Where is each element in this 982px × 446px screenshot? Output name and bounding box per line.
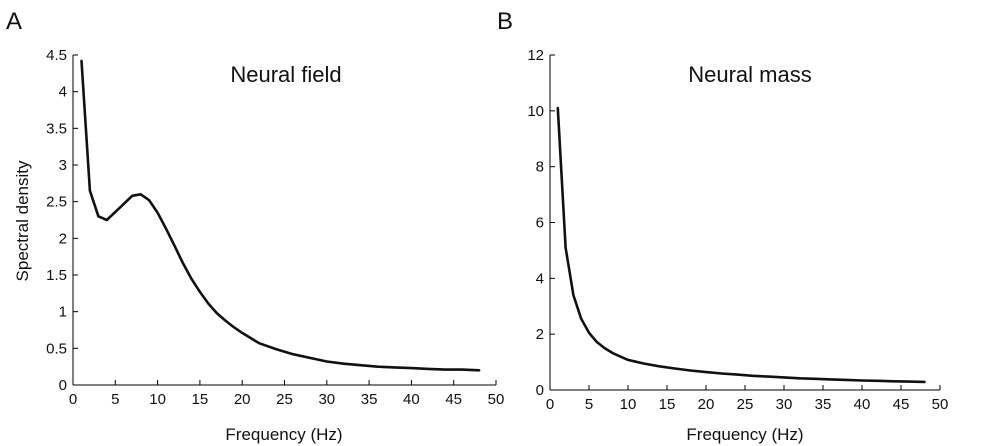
y-tick-label-a: 1 [59,304,67,321]
y-tick-label-a: 3.5 [46,120,67,137]
x-tick-label-a: 5 [111,391,119,408]
y-axis-label-a: Spectral density [13,160,32,281]
y-tick-label-b: 12 [527,47,544,64]
x-tick-label-a: 30 [318,391,335,408]
x-tick-label-b: 45 [893,396,910,413]
x-tick-label-a: 10 [149,391,166,408]
x-tick-label-a: 20 [234,391,251,408]
x-tick-label-a: 40 [403,391,420,408]
series-line-a [80,59,481,372]
y-tick-label-b: 0 [536,382,544,399]
x-axis-label-a: Frequency (Hz) [225,425,342,444]
x-tick-label-a: 25 [276,391,293,408]
y-tick-label-a: 4 [59,84,67,101]
x-tick-label-a: 50 [488,391,505,408]
x-tick-label-b: 20 [698,396,715,413]
y-tick-label-a: 3 [59,157,67,174]
x-tick-label-a: 15 [192,391,209,408]
y-tick-label-b: 2 [536,326,544,343]
x-axis-label-b: Frequency (Hz) [686,425,803,444]
x-tick-label-b: 15 [659,396,676,413]
y-tick-label-a: 1.5 [46,267,67,284]
chart-title-b: Neural mass [688,62,811,87]
series-line-b [556,106,926,384]
x-tick-label-b: 30 [776,396,793,413]
x-tick-label-b: 25 [737,396,754,413]
x-tick-label-b: 35 [815,396,832,413]
panel-letter-a: A [6,8,22,35]
chart-panel-a: A Neural field Frequency (Hz) Spectral d… [6,8,504,444]
panel-letter-b: B [497,8,513,35]
y-tick-label-b: 10 [527,103,544,120]
x-tick-label-b: 40 [854,396,871,413]
x-tick-label-a: 35 [361,391,378,408]
chart-panel-b: B Neural mass Frequency (Hz) 0 5 10 15 20 25 3… [497,8,948,444]
chart-title-a: Neural field [230,62,341,87]
y-tick-label-a: 2 [59,230,67,247]
x-tick-label-b: 50 [932,396,949,413]
y-tick-label-b: 6 [536,215,544,232]
x-tick-label-b: 5 [585,396,593,413]
y-tick-label-b: 8 [536,159,544,176]
x-tick-label-a: 0 [69,391,77,408]
x-tick-label-b: 0 [546,396,554,413]
x-tick-label-b: 10 [620,396,637,413]
y-tick-label-a: 2.5 [46,194,67,211]
y-tick-label-a: 4.5 [46,47,67,64]
y-tick-label-a: 0 [59,377,67,394]
x-tick-label-a: 45 [445,391,462,408]
y-tick-label-b: 4 [536,270,544,287]
y-tick-label-a: 0.5 [46,340,67,357]
